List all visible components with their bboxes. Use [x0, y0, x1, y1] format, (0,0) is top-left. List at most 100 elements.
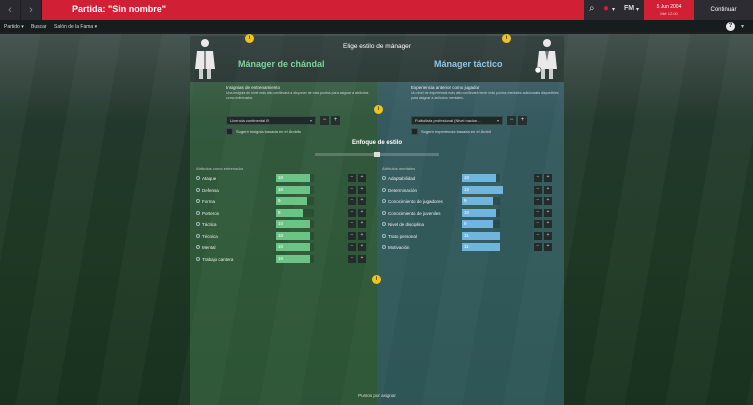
- attribute-bullet-icon: [196, 199, 200, 203]
- badge-increase-button[interactable]: +: [331, 116, 340, 125]
- attribute-bullet-icon: [196, 245, 200, 249]
- attribute-bar: [462, 243, 500, 251]
- attribute-decrease-button[interactable]: −: [348, 220, 356, 228]
- attribute-value: 10: [278, 221, 284, 226]
- attribute-row: Táctica 10 − +: [196, 220, 372, 229]
- attribute-row: Adaptabilidad 10 − +: [382, 174, 558, 183]
- game-title: Partida: "Sin nombre": [72, 4, 167, 14]
- attribute-bar: [462, 231, 500, 240]
- attribute-row: Forma 9 − +: [196, 197, 372, 206]
- attribute-row: Nivel de disciplina 9 − +: [382, 220, 558, 229]
- attribute-name: Determinación: [388, 187, 418, 193]
- attribute-value: 10: [278, 255, 284, 261]
- coaching-badge-description: Una insignia de nivel más alto conllevar…: [226, 91, 369, 100]
- page-title: Elige estilo de mánager: [343, 43, 411, 50]
- attribute-increase-button[interactable]: +: [358, 208, 366, 217]
- subnav-item-search[interactable]: Buscar: [31, 24, 47, 30]
- attribute-increase-button[interactable]: +: [358, 254, 366, 263]
- attribute-decrease-button[interactable]: −: [534, 185, 542, 194]
- attribute-value: 10: [278, 244, 284, 249]
- attribute-name: Técnica: [202, 233, 218, 239]
- attribute-decrease-button[interactable]: −: [348, 231, 356, 240]
- club-crest-icon[interactable]: ●: [603, 3, 610, 14]
- attribute-increase-button[interactable]: +: [544, 243, 552, 251]
- attribute-decrease-button[interactable]: −: [348, 197, 356, 205]
- experience-decrease-button[interactable]: −: [507, 116, 516, 125]
- attribute-decrease-button[interactable]: −: [534, 220, 542, 228]
- attribute-bar: [276, 220, 311, 228]
- attribute-value: 11: [464, 244, 469, 249]
- suggest-badge-checkbox[interactable]: [226, 128, 233, 135]
- coaching-attributes-header: Atributos como entrenador: [196, 166, 244, 171]
- attribute-name: Conocimiento de jugadores: [388, 199, 443, 204]
- info-hint-icon[interactable]: i: [245, 34, 254, 43]
- mental-attributes-header: Atributos mentales: [382, 166, 416, 171]
- attribute-increase-button[interactable]: +: [358, 197, 366, 205]
- attribute-value: 10: [278, 232, 284, 238]
- style-focus-title: Enfoque de estilo: [351, 140, 402, 146]
- attribute-bullet-icon: [382, 187, 386, 192]
- attribute-increase-button[interactable]: +: [358, 231, 366, 240]
- tracksuit-manager-avatar: [195, 39, 215, 79]
- badge-decrease-button[interactable]: −: [320, 116, 329, 125]
- date-display[interactable]: 5 Jun 2004 Mié 12:00: [644, 0, 694, 20]
- attribute-decrease-button[interactable]: −: [348, 208, 356, 217]
- help-icon[interactable]: ?: [726, 22, 735, 31]
- suggest-experience-checkbox[interactable]: [411, 128, 418, 135]
- attribute-decrease-button[interactable]: −: [348, 254, 356, 263]
- continue-button[interactable]: Continuar: [694, 0, 753, 20]
- attribute-bar: [462, 174, 497, 182]
- info-hint-icon[interactable]: i: [374, 105, 383, 114]
- chevron-down-icon[interactable]: ▾: [741, 24, 745, 30]
- tactical-style-title: Mánager táctico: [434, 59, 503, 69]
- attribute-increase-button[interactable]: +: [544, 185, 552, 194]
- attribute-row: Trabajo cantera 10 − +: [196, 254, 372, 264]
- attribute-name: Táctica: [202, 222, 217, 227]
- attribute-bullet-icon: [382, 176, 386, 180]
- attribute-decrease-button[interactable]: −: [534, 243, 542, 251]
- back-arrow-icon[interactable]: ‹: [0, 0, 20, 20]
- attribute-decrease-button[interactable]: −: [348, 243, 356, 251]
- fm-logo-icon[interactable]: FM: [624, 5, 635, 12]
- playing-experience-description: Un nivel de experiencia más alto conllev…: [411, 91, 559, 100]
- attribute-increase-button[interactable]: +: [358, 185, 366, 194]
- experience-increase-button[interactable]: +: [518, 116, 527, 125]
- attribute-increase-button[interactable]: +: [544, 197, 552, 205]
- suggest-experience-label: Sugerir experiencia basada en el Ámbit: [421, 129, 491, 134]
- attribute-decrease-button[interactable]: −: [348, 174, 356, 182]
- forward-arrow-icon[interactable]: ›: [21, 0, 41, 20]
- subnav-item-match[interactable]: Partido ▾: [4, 24, 24, 30]
- attribute-bar: [462, 208, 497, 217]
- attribute-increase-button[interactable]: +: [544, 220, 552, 228]
- info-hint-icon[interactable]: i: [372, 275, 381, 284]
- attribute-increase-button[interactable]: +: [544, 231, 552, 240]
- attribute-bar: [276, 208, 304, 217]
- attribute-bullet-icon: [382, 245, 386, 249]
- top-icon-group: ⌕ ● ▾ FM ▾: [584, 0, 644, 20]
- attribute-increase-button[interactable]: +: [544, 174, 552, 182]
- attribute-decrease-button[interactable]: −: [534, 174, 542, 182]
- info-hint-icon[interactable]: i: [502, 34, 511, 43]
- attribute-name: Nivel de disciplina: [388, 222, 425, 227]
- attribute-decrease-button[interactable]: −: [534, 197, 542, 205]
- style-focus-slider-thumb[interactable]: [374, 152, 380, 157]
- attribute-bullet-icon: [196, 222, 200, 226]
- search-icon[interactable]: ⌕: [589, 3, 595, 14]
- attribute-decrease-button[interactable]: −: [348, 185, 356, 194]
- chevron-down-icon[interactable]: ▾: [636, 7, 640, 13]
- subnav-item-hall-of-fame[interactable]: Salón de la Fama ▾: [54, 24, 98, 30]
- attribute-name: Porteros: [202, 210, 220, 216]
- attribute-decrease-button[interactable]: −: [534, 231, 542, 240]
- playing-experience-select[interactable]: Futbolista profesional (Nivel nacion... …: [411, 116, 503, 125]
- attribute-increase-button[interactable]: +: [358, 220, 366, 228]
- attribute-increase-button[interactable]: +: [358, 174, 366, 182]
- attribute-value: 11: [464, 232, 469, 238]
- attribute-decrease-button[interactable]: −: [534, 208, 542, 217]
- attribute-bar: [276, 243, 311, 251]
- chevron-down-icon[interactable]: ▾: [612, 7, 616, 13]
- attribute-row: Ataque 10 − +: [196, 174, 372, 183]
- attribute-bar: [462, 185, 504, 194]
- attribute-increase-button[interactable]: +: [544, 208, 552, 217]
- coaching-badge-select[interactable]: Licencia continental B ▾: [226, 116, 316, 125]
- attribute-increase-button[interactable]: +: [358, 243, 366, 251]
